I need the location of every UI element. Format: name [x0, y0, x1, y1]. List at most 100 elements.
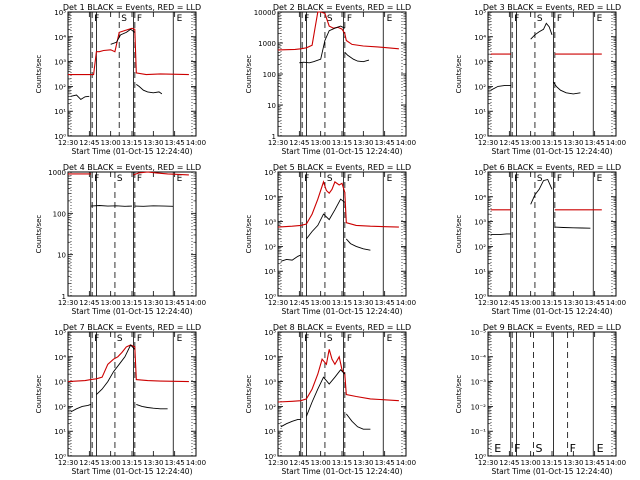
marker-label: E — [177, 334, 183, 344]
x-tick-label: 13:45 — [165, 299, 185, 307]
lld-series-line — [68, 27, 189, 76]
y-tick-label: 10³ — [474, 219, 486, 227]
y-tick-label: 10² — [54, 83, 66, 91]
y-axis-label: Counts/sec — [245, 215, 253, 254]
x-tick-label: 13:00 — [521, 299, 541, 307]
x-tick-label: 13:45 — [585, 299, 605, 307]
x-tick-label: 13:45 — [585, 139, 605, 147]
x-tick-label: 13:30 — [563, 139, 583, 147]
x-tick-label: 13:45 — [375, 299, 395, 307]
marker-label: F — [347, 174, 352, 184]
y-tick-label: 10 — [267, 102, 276, 110]
marker-label: E — [177, 14, 183, 24]
x-tick-label: 13:00 — [101, 459, 121, 467]
x-tick-label: 13:45 — [585, 459, 605, 467]
y-tick-label: 10⁵ — [54, 9, 66, 17]
x-tick-label: 13:15 — [542, 139, 562, 147]
marker-label: F — [557, 14, 562, 24]
y-tick-label: 10⁻⁵ — [471, 329, 487, 337]
x-tick-label: 13:15 — [332, 299, 352, 307]
x-tick-label: 13:15 — [332, 139, 352, 147]
plot-frame — [67, 171, 197, 297]
x-tick-label: 13:00 — [311, 139, 331, 147]
x-tick-label: 13:00 — [311, 459, 331, 467]
marker-label: S — [537, 174, 543, 184]
marker-label: F — [137, 334, 142, 344]
y-tick-label: 1 — [62, 293, 66, 301]
events-series-line — [90, 205, 133, 207]
chart-title: Det 4 BLACK = Events, RED = LLD — [63, 163, 201, 172]
x-tick-label: 13:00 — [521, 459, 541, 467]
x-tick-label: 12:45 — [499, 299, 519, 307]
chart-title: Det 2 BLACK = Events, RED = LLD — [273, 3, 411, 12]
y-tick-label: 10⁰ — [264, 453, 276, 461]
marker-label: S — [327, 334, 333, 344]
marker-label: F — [570, 442, 576, 455]
y-tick-label: 1000 — [48, 169, 66, 177]
marker-label: E — [177, 174, 183, 184]
marker-label: S — [537, 14, 543, 24]
y-tick-label: 10⁰ — [474, 293, 486, 301]
events-series-line — [280, 418, 301, 428]
y-tick-label: 10⁵ — [264, 329, 276, 337]
x-tick-label: 13:30 — [563, 459, 583, 467]
x-axis-label: Start Time (01-Oct-15 12:24:40) — [281, 307, 402, 316]
x-tick-label: 14:00 — [606, 299, 626, 307]
y-tick-label: 10⁴ — [54, 34, 66, 42]
chart-panel: Det 2 BLACK = Events, RED = LLD F S F E 1 10 10… — [245, 3, 416, 156]
y-tick-label: 10³ — [54, 59, 66, 67]
y-axis-label: Counts/sec — [245, 55, 253, 94]
events-series-line — [96, 344, 136, 395]
y-tick-label: 10⁻² — [471, 403, 487, 411]
events-series-line — [530, 178, 553, 205]
x-tick-label: 12:30 — [268, 459, 288, 467]
y-axis-label: Counts/sec — [245, 375, 253, 414]
y-tick-label: 10² — [474, 83, 486, 91]
chart-title: Det 1 BLACK = Events, RED = LLD — [63, 3, 201, 12]
y-axis-label: Counts/sec — [35, 55, 43, 94]
events-series-line — [110, 28, 136, 45]
events-series-line — [136, 403, 168, 410]
marker-label: S — [121, 14, 127, 24]
y-tick-label: 10000 — [254, 9, 276, 17]
events-series-line — [345, 413, 371, 430]
x-tick-label: 13:45 — [375, 139, 395, 147]
x-tick-label: 12:30 — [58, 139, 78, 147]
x-axis-label: Start Time (01-Oct-15 12:24:40) — [71, 467, 192, 476]
x-axis-label: Start Time (01-Oct-15 12:24:40) — [491, 467, 612, 476]
chart-panel: Det 4 BLACK = Events, RED = LLD F S F E 1 10 10… — [35, 163, 206, 316]
y-tick-label: 10¹ — [264, 268, 276, 276]
x-tick-label: 12:30 — [268, 139, 288, 147]
plot-frame — [487, 11, 617, 137]
lld-series-line — [133, 171, 189, 176]
x-tick-label: 14:00 — [606, 459, 626, 467]
events-series-line — [490, 233, 511, 236]
y-axis-label: Counts/sec — [455, 375, 463, 414]
marker-label: F — [137, 174, 142, 184]
x-tick-label: 13:30 — [353, 139, 373, 147]
y-tick-label: 10 — [57, 252, 66, 260]
chart-panel: Det 6 BLACK = Events, RED = LLD F S F E 10⁰ 10… — [455, 163, 626, 316]
x-tick-label: 13:30 — [563, 299, 583, 307]
x-tick-label: 13:45 — [165, 459, 185, 467]
events-series-line — [299, 25, 346, 64]
events-series-line — [490, 84, 511, 91]
marker-label: S — [117, 334, 123, 344]
x-tick-label: 13:30 — [353, 299, 373, 307]
y-tick-label: 10⁰ — [54, 453, 66, 461]
x-tick-label: 13:00 — [311, 299, 331, 307]
events-series-line — [280, 254, 301, 262]
chart-panel: Det 3 BLACK = Events, RED = LLD F S F E 10⁰ 10… — [455, 3, 626, 156]
y-tick-label: 10⁰ — [264, 293, 276, 301]
x-tick-label: 13:15 — [122, 299, 142, 307]
y-tick-label: 10⁻¹ — [471, 428, 487, 436]
x-tick-label: 14:00 — [396, 459, 416, 467]
marker-label: F — [347, 14, 352, 24]
y-tick-label: 10¹ — [54, 108, 66, 116]
x-tick-label: 12:30 — [58, 459, 78, 467]
x-tick-label: 13:15 — [122, 139, 142, 147]
marker-label: F — [514, 14, 519, 24]
